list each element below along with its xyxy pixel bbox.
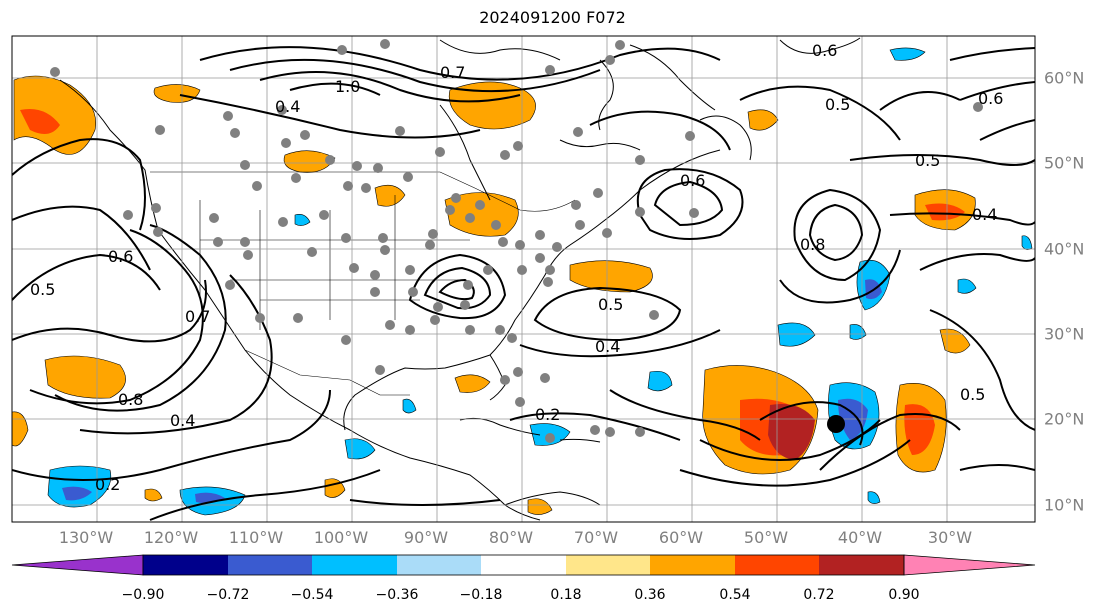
colorbar-tick-label: −0.36 <box>375 587 419 603</box>
contour-label: 0.5 <box>825 95 850 114</box>
contour-label: 0.7 <box>185 307 210 326</box>
positive-anomaly-patch <box>12 411 29 447</box>
positive-anomaly-patch <box>283 150 336 173</box>
contour-label: 0.5 <box>915 151 940 170</box>
positive-anomaly-patch <box>374 184 406 207</box>
negative-anomaly-patch <box>344 438 376 460</box>
positive-anomaly-patch <box>747 109 779 131</box>
colorbar-tick-label: −0.90 <box>121 587 165 603</box>
positive-anomaly-patch <box>448 81 536 130</box>
lon-label: 90°W <box>403 528 449 547</box>
lon-label: 110°W <box>228 528 284 547</box>
contour-label: 0.8 <box>118 390 143 409</box>
negative-anomaly-patch <box>1021 235 1033 250</box>
positive-anomaly-patch <box>44 355 126 399</box>
colorbar-bin <box>819 555 904 575</box>
lon-label: 60°W <box>658 528 704 547</box>
positive-anomaly-core <box>925 203 965 221</box>
contour-label: 0.6 <box>680 171 705 190</box>
colorbar-bin <box>566 555 650 575</box>
colorbar-extend-max <box>903 554 1036 576</box>
lon-label: 100°W <box>313 528 369 547</box>
contour-label: 0.6 <box>812 41 837 60</box>
lat-label: 40°N <box>1044 239 1085 259</box>
lon-label: 30°W <box>927 528 973 547</box>
contour-label: 0.4 <box>972 205 997 224</box>
contour-label: 0.4 <box>275 97 300 116</box>
negative-anomaly-patch <box>867 491 881 504</box>
colorbar-bin <box>397 555 481 575</box>
colorbar-bin <box>735 555 819 575</box>
contour-label: 0.5 <box>30 280 55 299</box>
gridlines <box>12 36 1035 522</box>
contour-label: 0.7 <box>440 63 465 82</box>
colorbar <box>11 554 1036 576</box>
colorbar-tick-label: −0.72 <box>206 587 250 603</box>
lon-label: 40°W <box>837 528 883 547</box>
lat-label: 30°N <box>1044 324 1085 344</box>
colorbar-tick-label: 0.72 <box>803 587 835 603</box>
contour-label: 0.2 <box>95 475 120 494</box>
map-title: 2024091200 F072 <box>479 8 626 27</box>
positive-anomaly-patch <box>454 374 491 393</box>
positive-anomaly-patch <box>939 328 971 354</box>
contour-label: 0.6 <box>108 247 133 266</box>
contour-label: 0.8 <box>800 235 825 254</box>
positive-anomaly-patch <box>144 488 163 502</box>
lon-label: 130°W <box>58 528 114 547</box>
contour-label: 0.6 <box>978 89 1003 108</box>
lon-label: 120°W <box>143 528 199 547</box>
lon-label: 50°W <box>743 528 789 547</box>
lat-label: 60°N <box>1044 68 1085 88</box>
lat-label: 20°N <box>1044 409 1085 429</box>
colorbar-frame <box>142 554 905 576</box>
lat-label: 50°N <box>1044 153 1085 173</box>
contour-label: 0.2 <box>535 405 560 424</box>
colorbar-bin <box>143 555 228 575</box>
colorbar-tick-label: 0.90 <box>888 587 920 603</box>
lat-label: 10°N <box>1044 495 1085 515</box>
station-markers <box>50 39 983 443</box>
contour-label: 0.4 <box>595 337 620 356</box>
colorbar-tick-label: −0.18 <box>459 587 503 603</box>
lon-label: 80°W <box>488 528 534 547</box>
colorbar-tick-label: 0.36 <box>634 587 666 603</box>
positive-anomaly-patch <box>527 498 553 515</box>
positive-anomaly-patch <box>153 84 201 103</box>
contour-label: 0.5 <box>960 385 985 404</box>
colorbar-tick-label: 0.54 <box>719 587 751 603</box>
positive-anomaly-core <box>904 404 935 455</box>
positive-anomaly-core <box>20 109 60 134</box>
contour-lines <box>12 46 1035 521</box>
positive-anomaly-patch <box>13 75 97 155</box>
plot-frame <box>11 35 1036 523</box>
negative-anomaly-patch <box>647 371 673 392</box>
lon-label: 70°W <box>573 528 619 547</box>
negative-anomaly-core <box>62 486 92 501</box>
positive-anomaly-strong <box>768 404 815 460</box>
contour-label: 0.4 <box>170 411 195 430</box>
negative-anomaly-patch <box>777 322 816 347</box>
colorbar-tick-label: −0.54 <box>290 587 334 603</box>
negative-anomaly-patch <box>957 278 977 294</box>
contour-label: 0.5 <box>598 295 623 314</box>
contour-label: 1.0 <box>335 77 360 96</box>
colorbar-tick-label: 0.18 <box>550 587 582 603</box>
colorbar-extend-min <box>11 554 144 576</box>
negative-anomaly-patch <box>889 47 926 61</box>
colorbar-bin <box>481 555 566 575</box>
colorbar-bin <box>228 555 312 575</box>
negative-anomaly-patch <box>294 214 311 226</box>
negative-anomaly-patch <box>402 398 417 414</box>
contour-label-group: 0.2 0.4 0.5 0.6 0.7 0.8 1.0 0.6 0.5 0.4 … <box>30 41 1003 494</box>
colorbar-bin <box>650 555 735 575</box>
storm-center-marker <box>827 415 845 433</box>
colorbar-bin <box>312 555 397 575</box>
